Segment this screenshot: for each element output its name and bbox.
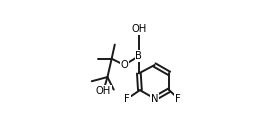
Text: OH: OH <box>131 24 147 34</box>
Text: F: F <box>175 94 181 103</box>
Text: O: O <box>120 60 128 70</box>
Text: OH: OH <box>96 86 111 96</box>
Text: B: B <box>135 51 142 61</box>
Text: F: F <box>124 94 130 104</box>
Text: N: N <box>151 94 158 103</box>
